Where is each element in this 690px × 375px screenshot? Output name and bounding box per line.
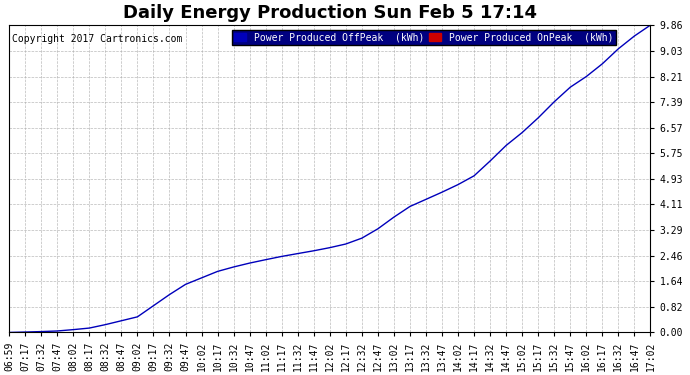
Title: Daily Energy Production Sun Feb 5 17:14: Daily Energy Production Sun Feb 5 17:14 [123, 4, 537, 22]
Legend: Power Produced OffPeak  (kWh), Power Produced OnPeak  (kWh): Power Produced OffPeak (kWh), Power Prod… [232, 30, 615, 45]
Text: Copyright 2017 Cartronics.com: Copyright 2017 Cartronics.com [12, 34, 183, 44]
